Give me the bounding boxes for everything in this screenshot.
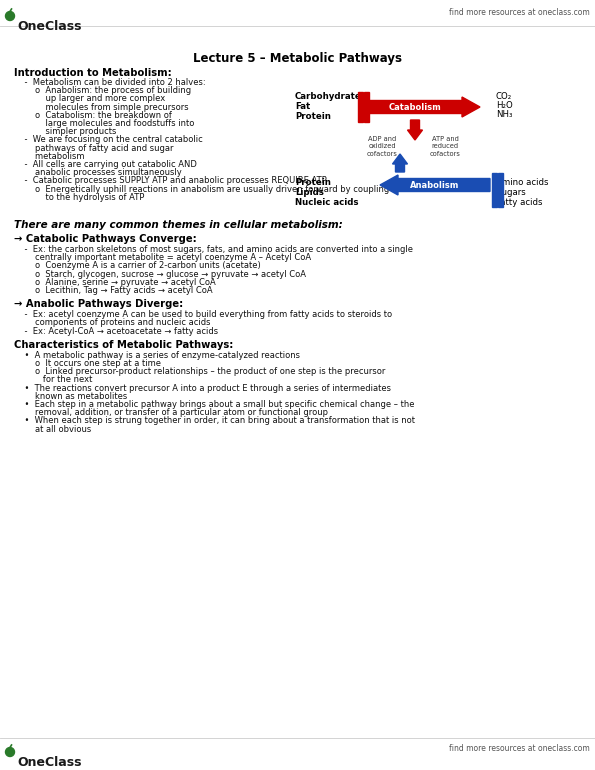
Text: metabolism: metabolism	[14, 152, 84, 161]
Circle shape	[5, 748, 14, 756]
Text: large molecules and foodstuffs into: large molecules and foodstuffs into	[14, 119, 195, 128]
Text: H₂O: H₂O	[496, 101, 513, 110]
Text: Catabolism: Catabolism	[389, 102, 441, 112]
Text: → Catabolic Pathways Converge:: → Catabolic Pathways Converge:	[14, 234, 197, 244]
Text: known as metabolites: known as metabolites	[14, 392, 127, 401]
Text: removal, addition, or transfer of a particular atom or functional group: removal, addition, or transfer of a part…	[14, 408, 328, 417]
Text: •  A metabolic pathway is a series of enzyme-catalyzed reactions: • A metabolic pathway is a series of enz…	[14, 351, 300, 360]
Text: -  Ex: Acetyl-CoA → acetoacetate → fatty acids: - Ex: Acetyl-CoA → acetoacetate → fatty …	[14, 326, 218, 336]
Text: Fatty acids: Fatty acids	[496, 198, 543, 207]
Text: Characteristics of Metabolic Pathways:: Characteristics of Metabolic Pathways:	[14, 340, 233, 350]
Text: Lecture 5 – Metabolic Pathways: Lecture 5 – Metabolic Pathways	[193, 52, 402, 65]
Bar	[364, 92, 369, 122]
Text: centrally important metabolite = acetyl coenzyme A – Acetyl CoA: centrally important metabolite = acetyl …	[14, 253, 311, 263]
Text: pathways of fatty acid and sugar: pathways of fatty acid and sugar	[14, 143, 174, 152]
Text: There are many common themes in cellular metabolism:: There are many common themes in cellular…	[14, 220, 343, 230]
Text: simpler products: simpler products	[14, 127, 117, 136]
Text: ATP and
reduced
cofactors: ATP and reduced cofactors	[430, 136, 461, 157]
Text: -  Ex: the carbon skeletons of most sugars, fats, and amino acids are converted : - Ex: the carbon skeletons of most sugar…	[14, 245, 413, 254]
Text: -  All cells are carrying out catabolic AND: - All cells are carrying out catabolic A…	[14, 160, 197, 169]
Circle shape	[5, 12, 14, 21]
Text: molecules from simple precursors: molecules from simple precursors	[14, 102, 189, 112]
Text: find more resources at oneclass.com: find more resources at oneclass.com	[449, 8, 590, 17]
Text: o  Starch, glycogen, sucrose → glucose → pyruvate → acetyl CoA: o Starch, glycogen, sucrose → glucose → …	[14, 270, 306, 279]
FancyArrow shape	[393, 154, 408, 172]
Text: Anabolism: Anabolism	[411, 180, 460, 189]
Text: anabolic processes simultaneously: anabolic processes simultaneously	[14, 168, 181, 177]
Text: o  Energetically uphill reactions in anabolism are usually driven forward by cou: o Energetically uphill reactions in anab…	[14, 185, 389, 193]
Text: o  It occurs one step at a time: o It occurs one step at a time	[14, 359, 161, 368]
Text: o  Lecithin, Tag → Fatty acids → acetyl CoA: o Lecithin, Tag → Fatty acids → acetyl C…	[14, 286, 212, 295]
Text: Lipids: Lipids	[295, 188, 324, 197]
Text: Fat: Fat	[295, 102, 310, 111]
Text: -  We are focusing on the central catabolic: - We are focusing on the central catabol…	[14, 136, 203, 145]
Bar	[498, 173, 503, 207]
Text: o  Coenzyme A is a carrier of 2-carbon units (acetate): o Coenzyme A is a carrier of 2-carbon un…	[14, 261, 261, 270]
Text: Sugars: Sugars	[496, 188, 526, 197]
Text: CO₂: CO₂	[496, 92, 512, 101]
Text: for the next: for the next	[14, 376, 92, 384]
Text: o  Anabolism: the process of building: o Anabolism: the process of building	[14, 86, 191, 95]
Text: •  The reactions convert precursor A into a product E through a series of interm: • The reactions convert precursor A into…	[14, 383, 391, 393]
Text: o  Linked precursor-product relationships – the product of one step is the precu: o Linked precursor-product relationships…	[14, 367, 386, 377]
Text: Amino acids: Amino acids	[496, 178, 549, 187]
Text: at all obvious: at all obvious	[14, 424, 91, 434]
FancyArrow shape	[408, 120, 422, 140]
Text: Protein: Protein	[295, 178, 331, 187]
Text: → Anabolic Pathways Diverge:: → Anabolic Pathways Diverge:	[14, 300, 183, 310]
Text: -  Metabolism can be divided into 2 halves:: - Metabolism can be divided into 2 halve…	[14, 78, 206, 87]
Text: to the hydrolysis of ATP: to the hydrolysis of ATP	[14, 192, 145, 202]
Text: ADP and
oxidized
cofactors: ADP and oxidized cofactors	[367, 136, 397, 157]
Text: •  When each step is strung together in order, it can bring about a transformati: • When each step is strung together in o…	[14, 417, 415, 425]
Bar	[492, 173, 497, 207]
Text: OneClass: OneClass	[17, 756, 82, 769]
Bar	[358, 92, 363, 122]
Text: components of proteins and nucleic acids: components of proteins and nucleic acids	[14, 319, 211, 327]
Text: NH₃: NH₃	[496, 110, 512, 119]
Text: find more resources at oneclass.com: find more resources at oneclass.com	[449, 744, 590, 753]
Text: Carbohydrate: Carbohydrate	[295, 92, 362, 101]
Text: -  Catabolic processes SUPPLY ATP and anabolic processes REQUIRE ATP: - Catabolic processes SUPPLY ATP and ana…	[14, 176, 327, 186]
Text: up larger and more complex: up larger and more complex	[14, 95, 165, 103]
FancyArrow shape	[380, 175, 490, 195]
FancyArrow shape	[370, 97, 480, 117]
Text: o  Alanine, serine → pyruvate → acetyl CoA: o Alanine, serine → pyruvate → acetyl Co…	[14, 278, 216, 286]
Text: o  Catabolism: the breakdown of: o Catabolism: the breakdown of	[14, 111, 172, 120]
Text: Nucleic acids: Nucleic acids	[295, 198, 359, 207]
Text: Introduction to Metabolism:: Introduction to Metabolism:	[14, 68, 172, 78]
Text: OneClass: OneClass	[17, 20, 82, 33]
Text: Protein: Protein	[295, 112, 331, 121]
Text: •  Each step in a metabolic pathway brings about a small but specific chemical c: • Each step in a metabolic pathway bring…	[14, 400, 415, 409]
Text: -  Ex: acetyl coenzyme A can be used to build everything from fatty acids to ste: - Ex: acetyl coenzyme A can be used to b…	[14, 310, 392, 320]
